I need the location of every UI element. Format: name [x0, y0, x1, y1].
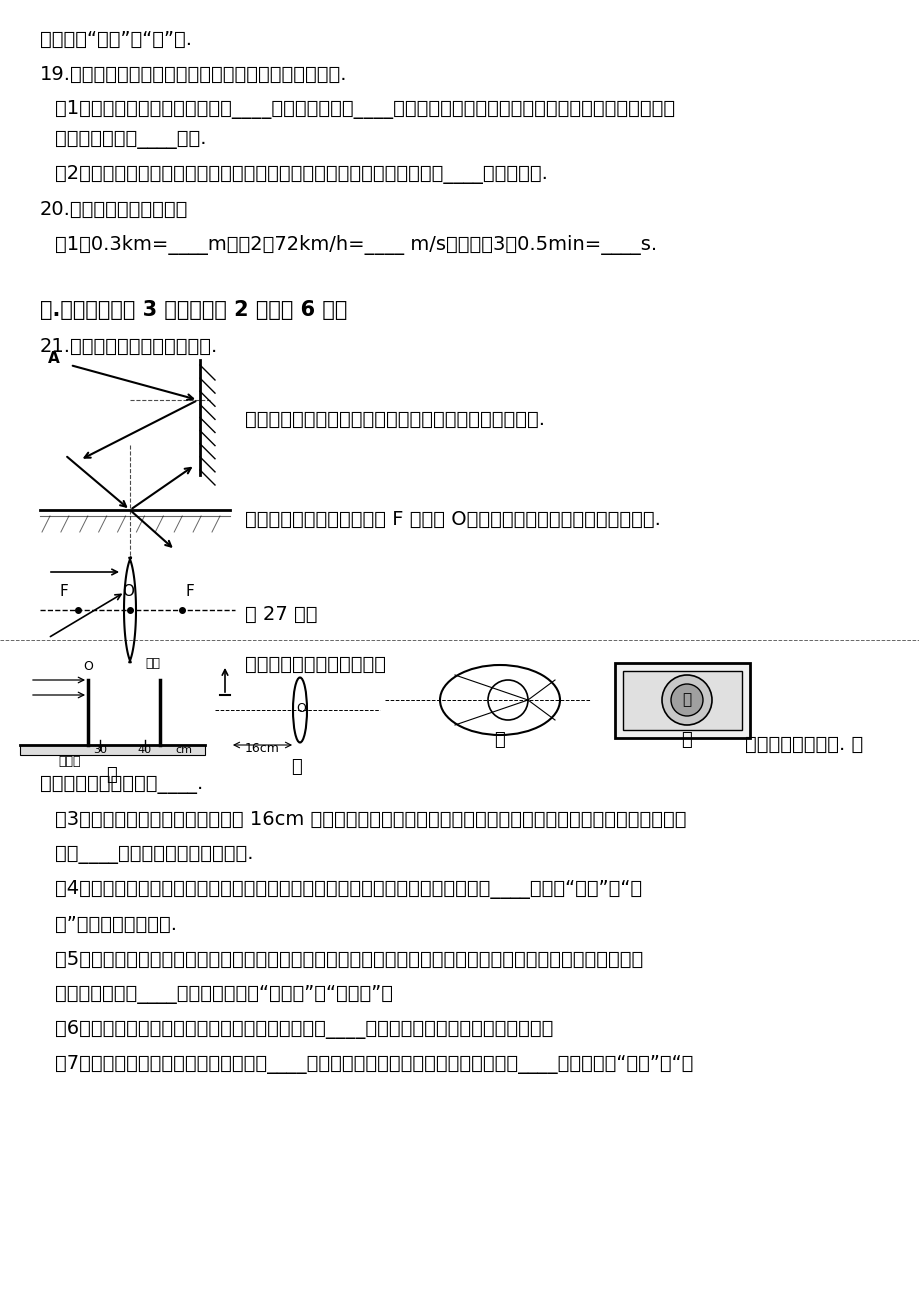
Text: （1）0.3km=____m；（2）72km/h=____ m/s；　　（3）0.5min=____s.: （1）0.3km=____m；（2）72km/h=____ m/s； （3）0.…: [55, 234, 656, 255]
Text: 共 27 分）: 共 27 分）: [244, 605, 317, 624]
Text: cm: cm: [175, 745, 192, 755]
Text: 19.　在中考考场里，开考前监考老师正在强调考试要求.: 19. 在中考考场里，开考前监考老师正在强调考试要求.: [40, 65, 347, 85]
Text: 丁: 丁: [681, 730, 692, 749]
Text: F: F: [186, 585, 195, 599]
Text: 40: 40: [138, 745, 152, 755]
Bar: [614, 663, 749, 738]
Text: 甲: 甲: [107, 766, 118, 784]
Text: 立、____的实像（填写像的性质）.: 立、____的实像（填写像的性质）.: [55, 845, 254, 865]
Text: 21.　根据平面镜成像特点作图.: 21. 根据平面镜成像特点作图.: [40, 337, 218, 355]
Text: 中光线从空气斜射至水面上的反射光线和大致的折射光线.: 中光线从空气斜射至水面上的反射光线和大致的折射光线.: [244, 410, 544, 428]
Ellipse shape: [670, 684, 702, 716]
Text: （3）调整后，把烛烸放在距凸透镜 16cm 处时（如图乙），在凸透镜另一侧前后移动光屏，会在光屏上得到一个倒: （3）调整后，把烛烸放在距凸透镜 16cm 处时（如图乙），在凸透镜另一侧前后移…: [55, 810, 686, 829]
Ellipse shape: [662, 674, 711, 725]
Text: 丙: 丙: [494, 730, 505, 749]
Text: 离”）透镜的方向移动.: 离”）透镜的方向移动.: [55, 915, 176, 934]
Text: O: O: [122, 585, 134, 599]
Text: （1）监考老师的声音是由声带的____产生的，是通过____传播传入考生耳中的，考生能分辨出两位老师的声音是: （1）监考老师的声音是由声带的____产生的，是通过____传播传入考生耳中的，…: [55, 100, 675, 118]
Text: 因为他们各自的____不同.: 因为他们各自的____不同.: [55, 130, 206, 148]
Text: A: A: [48, 352, 60, 366]
Text: O: O: [296, 702, 305, 715]
Text: 20.　完成下列单位转换：: 20. 完成下列单位转换：: [40, 201, 188, 219]
Text: 镜: 镜: [682, 693, 691, 707]
Bar: [20, 745, 205, 755]
Bar: [622, 671, 742, 730]
Text: 当佩戴眼镜片为____的眼镜（均选填“凸透镜”或“凹透镜”）: 当佩戴眼镜片为____的眼镜（均选填“凸透镜”或“凹透镜”）: [55, 986, 392, 1004]
Text: 凸透镜成像的实验探究中：: 凸透镜成像的实验探究中：: [244, 655, 386, 674]
Text: 16cm: 16cm: [244, 742, 279, 755]
Text: （7）如图丁所示的从透镜里看到的字成____像，用这种透镜制作的眼镜可以用于矫正____眼．（选填“近视”或“远: （7）如图丁所示的从透镜里看到的字成____像，用这种透镜制作的眼镜可以用于矫正…: [55, 1055, 693, 1074]
Text: （2）考试期间，考点周边禁止鸣笛、禁止附近工地开工，这种措施属于在____处减弱噪声.: （2）考试期间，考点周边禁止鸣笛、禁止附近工地开工，这种措施属于在____处减弱…: [55, 165, 548, 184]
Text: 光具座: 光具座: [58, 755, 81, 768]
Text: 三.　作图题（共 3 小题，每题 2 分，共 6 分）: 三. 作图题（共 3 小题，每题 2 分，共 6 分）: [40, 299, 347, 320]
Text: （5）人的眼球好像照相机，晶状体和角膜共同作用相当于一个；小丽的眼睛成像情况如图丙所示，为矫正视力应: （5）人的眼球好像照相机，晶状体和角膜共同作用相当于一个；小丽的眼睛成像情况如图…: [55, 950, 642, 969]
Text: 出其中一条可能的原因____.: 出其中一条可能的原因____.: [40, 775, 203, 794]
Text: O: O: [83, 660, 93, 673]
Text: 最小、最亮的光斌. 由: 最小、最亮的光斌. 由: [744, 736, 862, 754]
Text: 30: 30: [93, 745, 107, 755]
Text: F: F: [60, 585, 69, 599]
Text: 射光线分别过凸透镜的焦点 F 和光心 O，分别画出经过凸透镜折射后的光线.: 射光线分别过凸透镜的焦点 F 和光心 O，分别画出经过凸透镜折射后的光线.: [244, 510, 660, 529]
Text: （4）如果将烛烸在乙图的基础上远离透镜，仍要在光屏上得到清晰的像，光屏应向____（选填“靠近”或“远: （4）如果将烛烸在乙图的基础上远离透镜，仍要在光屏上得到清晰的像，光屏应向___…: [55, 880, 641, 898]
Text: 反射（填“镜面”或“漫”）.: 反射（填“镜面”或“漫”）.: [40, 30, 192, 49]
Text: （6）彩色电视机屏幕上各种尣丽色彩是由红、蓝、____三种光通过适当的比例混合得到的；: （6）彩色电视机屏幕上各种尣丽色彩是由红、蓝、____三种光通过适当的比例混合得…: [55, 1019, 552, 1039]
Text: 乙: 乙: [291, 758, 302, 776]
Text: 光屏: 光屏: [145, 658, 160, 671]
